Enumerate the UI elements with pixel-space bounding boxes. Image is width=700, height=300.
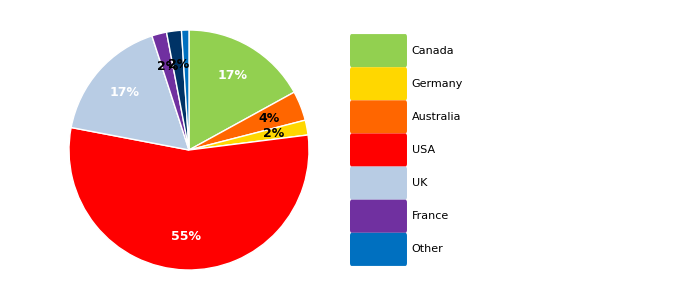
Text: Australia: Australia — [412, 112, 461, 122]
Text: 4%: 4% — [259, 112, 280, 125]
Wedge shape — [189, 120, 308, 150]
Text: 2%: 2% — [167, 58, 189, 71]
Wedge shape — [69, 128, 309, 270]
FancyBboxPatch shape — [350, 100, 407, 134]
FancyBboxPatch shape — [350, 67, 407, 100]
Wedge shape — [189, 92, 305, 150]
Wedge shape — [189, 30, 294, 150]
Text: 55%: 55% — [172, 230, 202, 243]
Text: Other: Other — [412, 244, 443, 254]
Wedge shape — [167, 30, 189, 150]
Wedge shape — [181, 30, 189, 150]
Text: Germany: Germany — [412, 79, 463, 89]
Text: 2%: 2% — [157, 60, 178, 73]
Text: USA: USA — [412, 145, 435, 155]
Text: 17%: 17% — [218, 69, 248, 82]
FancyBboxPatch shape — [350, 167, 407, 200]
Text: 17%: 17% — [109, 86, 139, 99]
Wedge shape — [71, 36, 189, 150]
FancyBboxPatch shape — [350, 34, 407, 67]
FancyBboxPatch shape — [350, 233, 407, 266]
Text: UK: UK — [412, 178, 427, 188]
Wedge shape — [152, 32, 189, 150]
Text: Canada: Canada — [412, 46, 454, 56]
FancyBboxPatch shape — [350, 134, 407, 166]
Text: France: France — [412, 211, 449, 221]
Text: 2%: 2% — [263, 127, 284, 140]
FancyBboxPatch shape — [350, 200, 407, 233]
